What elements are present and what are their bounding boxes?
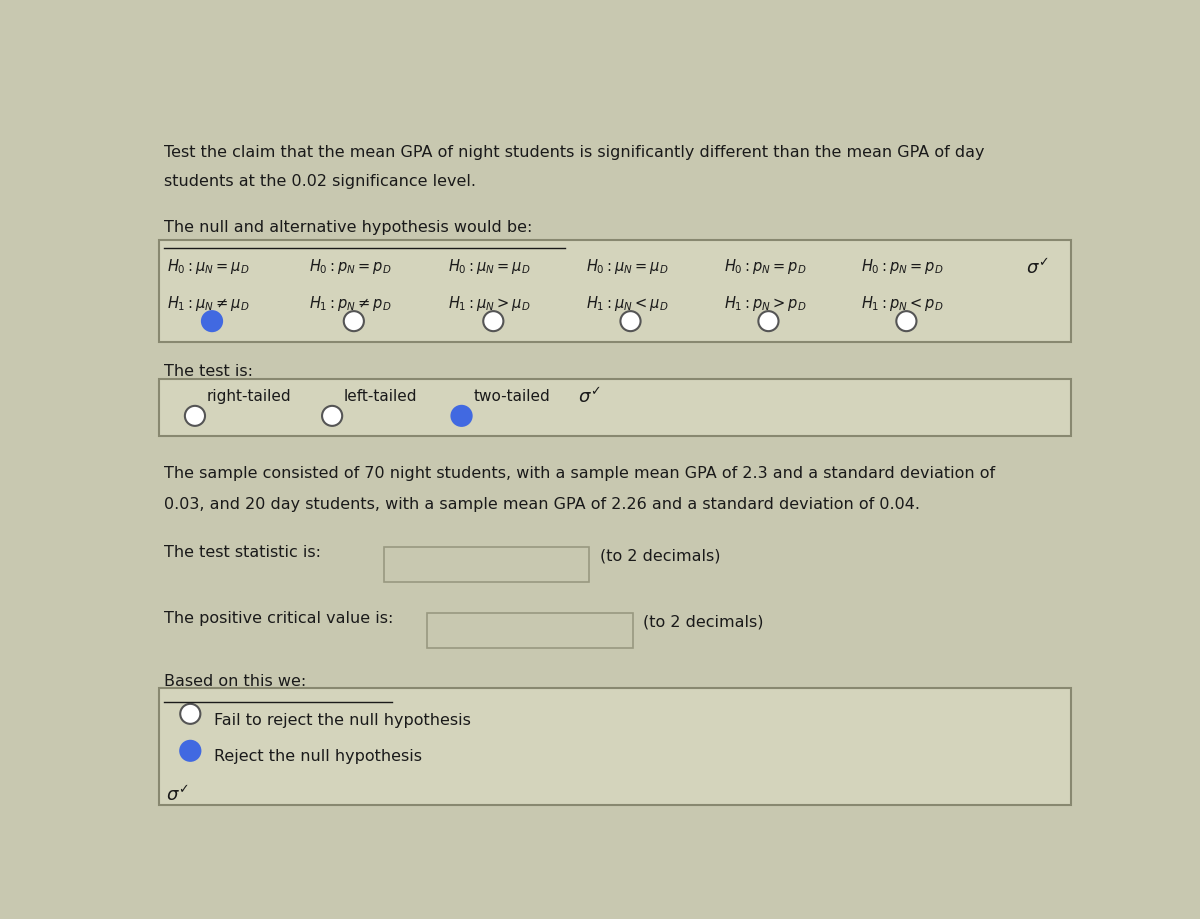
FancyBboxPatch shape bbox=[160, 241, 1070, 343]
Circle shape bbox=[758, 312, 779, 332]
Text: $H_0 : p_N = p_D$: $H_0 : p_N = p_D$ bbox=[308, 256, 391, 276]
Circle shape bbox=[451, 406, 472, 426]
FancyBboxPatch shape bbox=[427, 613, 632, 649]
Text: The positive critical value is:: The positive critical value is: bbox=[164, 610, 394, 625]
Circle shape bbox=[180, 741, 200, 761]
Text: The null and alternative hypothesis would be:: The null and alternative hypothesis woul… bbox=[164, 220, 533, 234]
Circle shape bbox=[620, 312, 641, 332]
Text: left-tailed: left-tailed bbox=[343, 389, 418, 403]
Text: The test statistic is:: The test statistic is: bbox=[164, 544, 320, 559]
Text: 0.03, and 20 day students, with a sample mean GPA of 2.26 and a standard deviati: 0.03, and 20 day students, with a sample… bbox=[164, 496, 920, 511]
Text: $H_1 : p_N \neq p_D$: $H_1 : p_N \neq p_D$ bbox=[308, 293, 391, 312]
Text: (to 2 decimals): (to 2 decimals) bbox=[600, 548, 720, 563]
FancyBboxPatch shape bbox=[384, 547, 589, 583]
Text: The test is:: The test is: bbox=[164, 364, 253, 379]
Text: two-tailed: two-tailed bbox=[473, 389, 550, 403]
Text: Reject the null hypothesis: Reject the null hypothesis bbox=[214, 749, 421, 764]
Circle shape bbox=[343, 312, 364, 332]
Circle shape bbox=[180, 704, 200, 724]
Text: Fail to reject the null hypothesis: Fail to reject the null hypothesis bbox=[214, 711, 470, 727]
Text: $H_0 : \mu_N = \mu_D$: $H_0 : \mu_N = \mu_D$ bbox=[167, 256, 250, 276]
Text: $H_1 : \mu_N > \mu_D$: $H_1 : \mu_N > \mu_D$ bbox=[449, 293, 532, 312]
Circle shape bbox=[322, 406, 342, 426]
Circle shape bbox=[896, 312, 917, 332]
Text: $H_1 : p_N > p_D$: $H_1 : p_N > p_D$ bbox=[724, 293, 806, 312]
Text: $H_0 : p_N = p_D$: $H_0 : p_N = p_D$ bbox=[724, 256, 806, 276]
Circle shape bbox=[202, 312, 222, 332]
Text: $H_1 : p_N < p_D$: $H_1 : p_N < p_D$ bbox=[862, 293, 944, 312]
Text: right-tailed: right-tailed bbox=[206, 389, 292, 403]
Text: Test the claim that the mean GPA of night students is significantly different th: Test the claim that the mean GPA of nigh… bbox=[164, 145, 984, 160]
Text: $\sigma^{\checkmark}$: $\sigma^{\checkmark}$ bbox=[1026, 258, 1049, 278]
Text: $H_1 : \mu_N \neq \mu_D$: $H_1 : \mu_N \neq \mu_D$ bbox=[167, 293, 250, 312]
Text: Based on this we:: Based on this we: bbox=[164, 674, 306, 688]
Text: $H_1 : \mu_N < \mu_D$: $H_1 : \mu_N < \mu_D$ bbox=[586, 293, 668, 312]
Text: $H_0 : p_N = p_D$: $H_0 : p_N = p_D$ bbox=[862, 256, 944, 276]
Text: $\sigma^{\checkmark}$: $\sigma^{\checkmark}$ bbox=[166, 785, 188, 804]
Circle shape bbox=[484, 312, 504, 332]
FancyBboxPatch shape bbox=[160, 688, 1070, 806]
FancyBboxPatch shape bbox=[160, 380, 1070, 437]
Text: (to 2 decimals): (to 2 decimals) bbox=[643, 614, 763, 630]
Text: $H_0 : \mu_N = \mu_D$: $H_0 : \mu_N = \mu_D$ bbox=[586, 256, 668, 276]
Text: $H_0 : \mu_N = \mu_D$: $H_0 : \mu_N = \mu_D$ bbox=[449, 256, 532, 276]
Text: The sample consisted of 70 night students, with a sample mean GPA of 2.3 and a s: The sample consisted of 70 night student… bbox=[164, 466, 995, 481]
Text: $\sigma^{\checkmark}$: $\sigma^{\checkmark}$ bbox=[578, 387, 600, 406]
Text: students at the 0.02 significance level.: students at the 0.02 significance level. bbox=[164, 174, 476, 189]
Circle shape bbox=[185, 406, 205, 426]
